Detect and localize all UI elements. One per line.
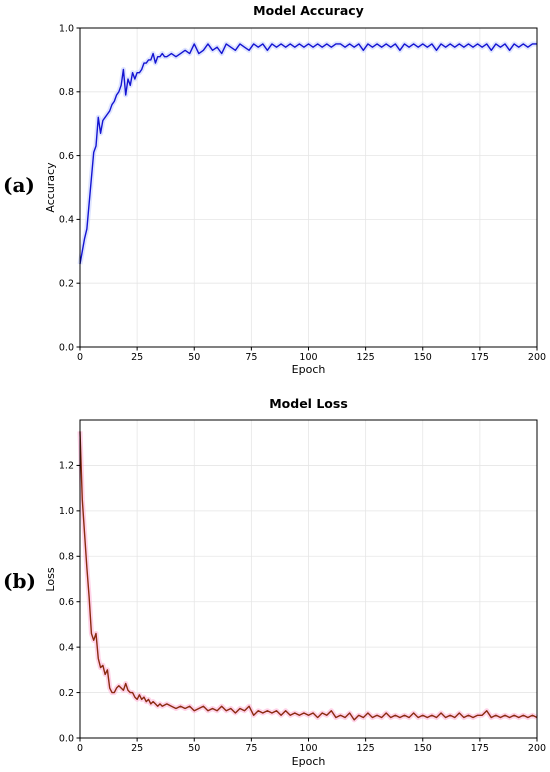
loss-y-axis-label: Loss [44, 567, 57, 591]
x-tick-label: 200 [528, 743, 546, 754]
y-tick-label: 0.0 [59, 733, 74, 744]
x-tick-label: 50 [188, 352, 200, 363]
loss-x-axis-label: Epoch [292, 755, 326, 768]
y-tick-label: 0.6 [59, 597, 74, 608]
x-tick-label: 175 [471, 743, 489, 754]
x-tick-label: 75 [245, 352, 257, 363]
x-tick-label: 100 [299, 352, 317, 363]
y-tick-label: 1.2 [59, 461, 74, 472]
x-tick-label: 50 [188, 743, 200, 754]
y-tick-label: 0.8 [59, 87, 74, 98]
x-tick-label: 75 [245, 743, 257, 754]
x-tick-label: 125 [357, 743, 375, 754]
y-tick-label: 0.8 [59, 552, 74, 563]
y-tick-label: 0.2 [59, 688, 74, 699]
y-tick-label: 0.2 [59, 279, 74, 290]
accuracy-y-axis-label: Accuracy [44, 162, 57, 213]
loss-chart-title: Model Loss [269, 396, 348, 411]
accuracy-chart-title: Model Accuracy [253, 3, 364, 18]
x-tick-label: 100 [299, 743, 317, 754]
x-tick-label: 25 [131, 352, 143, 363]
accuracy-panel: Model Accuracy (a) Epoch Accuracy 0 25 50 7… [3, 3, 546, 376]
x-tick-label: 0 [77, 743, 83, 754]
accuracy-x-axis-label: Epoch [292, 363, 326, 376]
x-tick-label: 150 [414, 743, 432, 754]
x-tick-label: 0 [77, 352, 83, 363]
y-tick-label: 1.0 [59, 506, 74, 517]
y-tick-label: 0.4 [59, 642, 74, 653]
x-tick-label: 150 [414, 352, 432, 363]
x-tick-label: 200 [528, 352, 546, 363]
loss-panel: Model Loss (b) Epoch Loss 0 25 50 75 100 125 1… [3, 396, 546, 768]
x-tick-label: 175 [471, 352, 489, 363]
panel-label-b: (b) [3, 569, 36, 593]
x-tick-label: 125 [357, 352, 375, 363]
y-tick-label: 0.4 [59, 215, 74, 226]
y-tick-label: 0.0 [59, 342, 74, 353]
y-tick-label: 1.0 [59, 23, 74, 34]
x-tick-label: 25 [131, 743, 143, 754]
series-line [79, 431, 538, 721]
y-tick-label: 0.6 [59, 151, 74, 162]
panel-label-a: (a) [3, 173, 35, 197]
series-line [79, 43, 537, 265]
